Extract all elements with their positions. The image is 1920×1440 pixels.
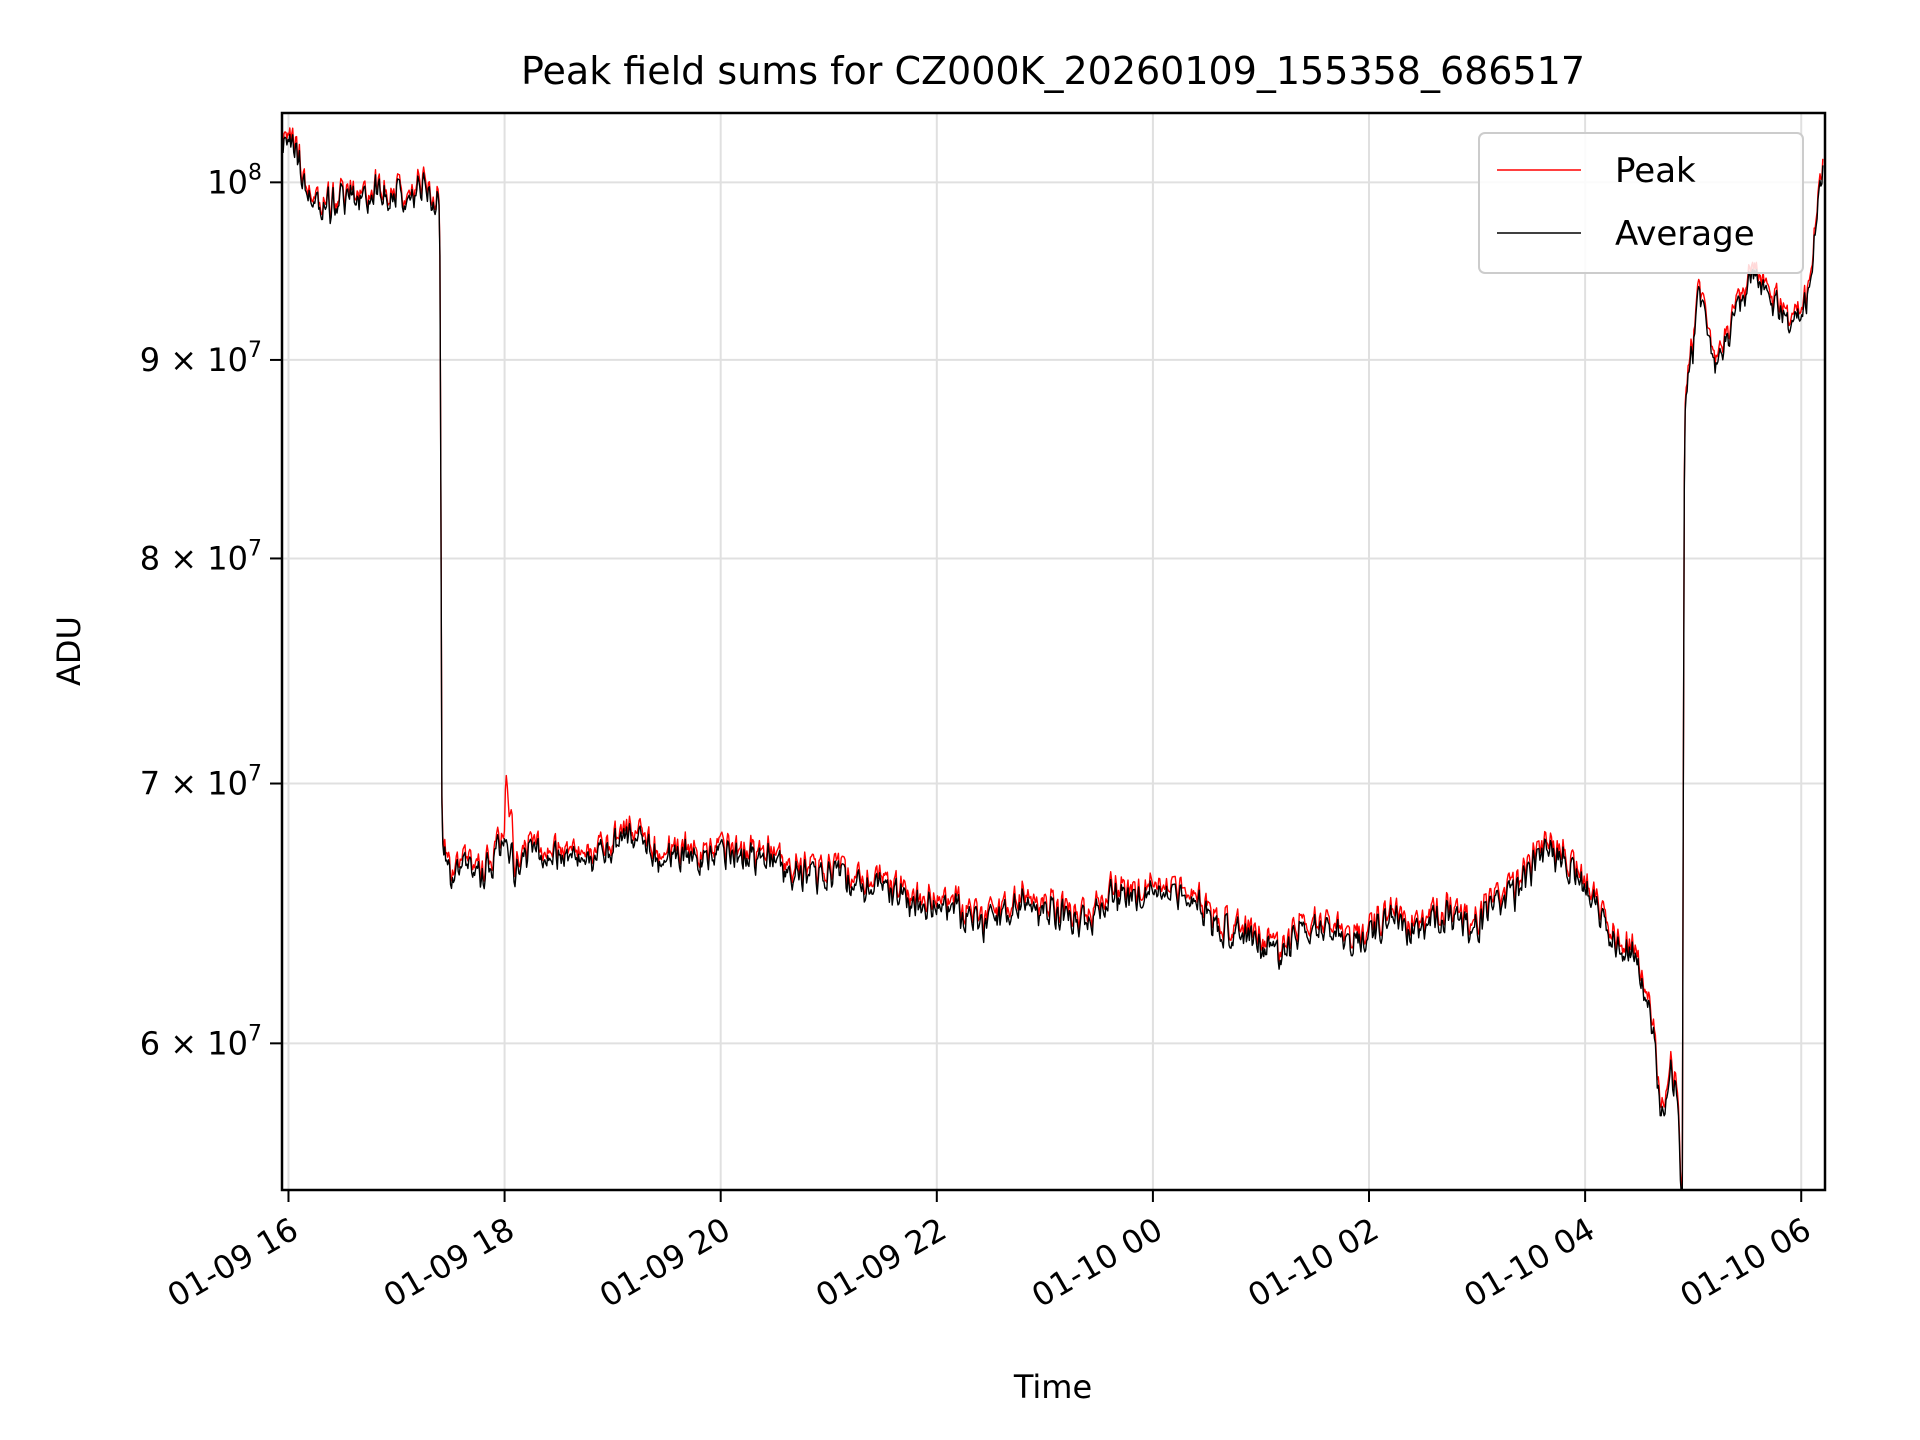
y-ticks: 6 × 107 7 × 107 8 × 107 9 × 107 108	[140, 160, 282, 1062]
plot-frame	[280, 111, 1827, 1192]
x-tick-label: 01-10 04	[1458, 1210, 1602, 1315]
y-tick-label: 108	[207, 160, 262, 201]
x-tick-label: 01-10 06	[1674, 1210, 1818, 1315]
x-tick-label: 01-10 02	[1241, 1210, 1385, 1315]
y-tick-label: 8 × 107	[140, 536, 262, 577]
x-tick-label: 01-10 00	[1025, 1210, 1169, 1315]
x-tick-label: 01-09 16	[161, 1210, 305, 1315]
grid	[282, 113, 1825, 1190]
y-tick-label: 7 × 107	[140, 762, 262, 803]
plot-lines	[282, 127, 1824, 1190]
y-axis-label: ADU	[50, 616, 88, 686]
y-tick-label: 6 × 107	[140, 1021, 262, 1062]
x-tick-label: 01-09 20	[593, 1210, 737, 1315]
x-ticks: 01-09 16 01-09 18 01-09 20 01-09 22 01-10 00…	[161, 1190, 1817, 1315]
series-line-peak	[282, 127, 1824, 1189]
x-tick-label: 01-09 18	[377, 1210, 521, 1315]
legend: Peak Average	[1478, 132, 1804, 274]
series-line-average	[282, 133, 1824, 1190]
legend-box	[1478, 132, 1804, 274]
x-tick-label: 01-09 22	[809, 1210, 953, 1315]
chart-title: Peak field sums for CZ000K_20260109_1553…	[521, 49, 1585, 93]
legend-label-average: Average	[1615, 214, 1755, 254]
x-axis-label: Time	[1013, 1368, 1092, 1406]
y-tick-label: 9 × 107	[140, 338, 262, 379]
legend-label-peak: Peak	[1615, 151, 1696, 191]
